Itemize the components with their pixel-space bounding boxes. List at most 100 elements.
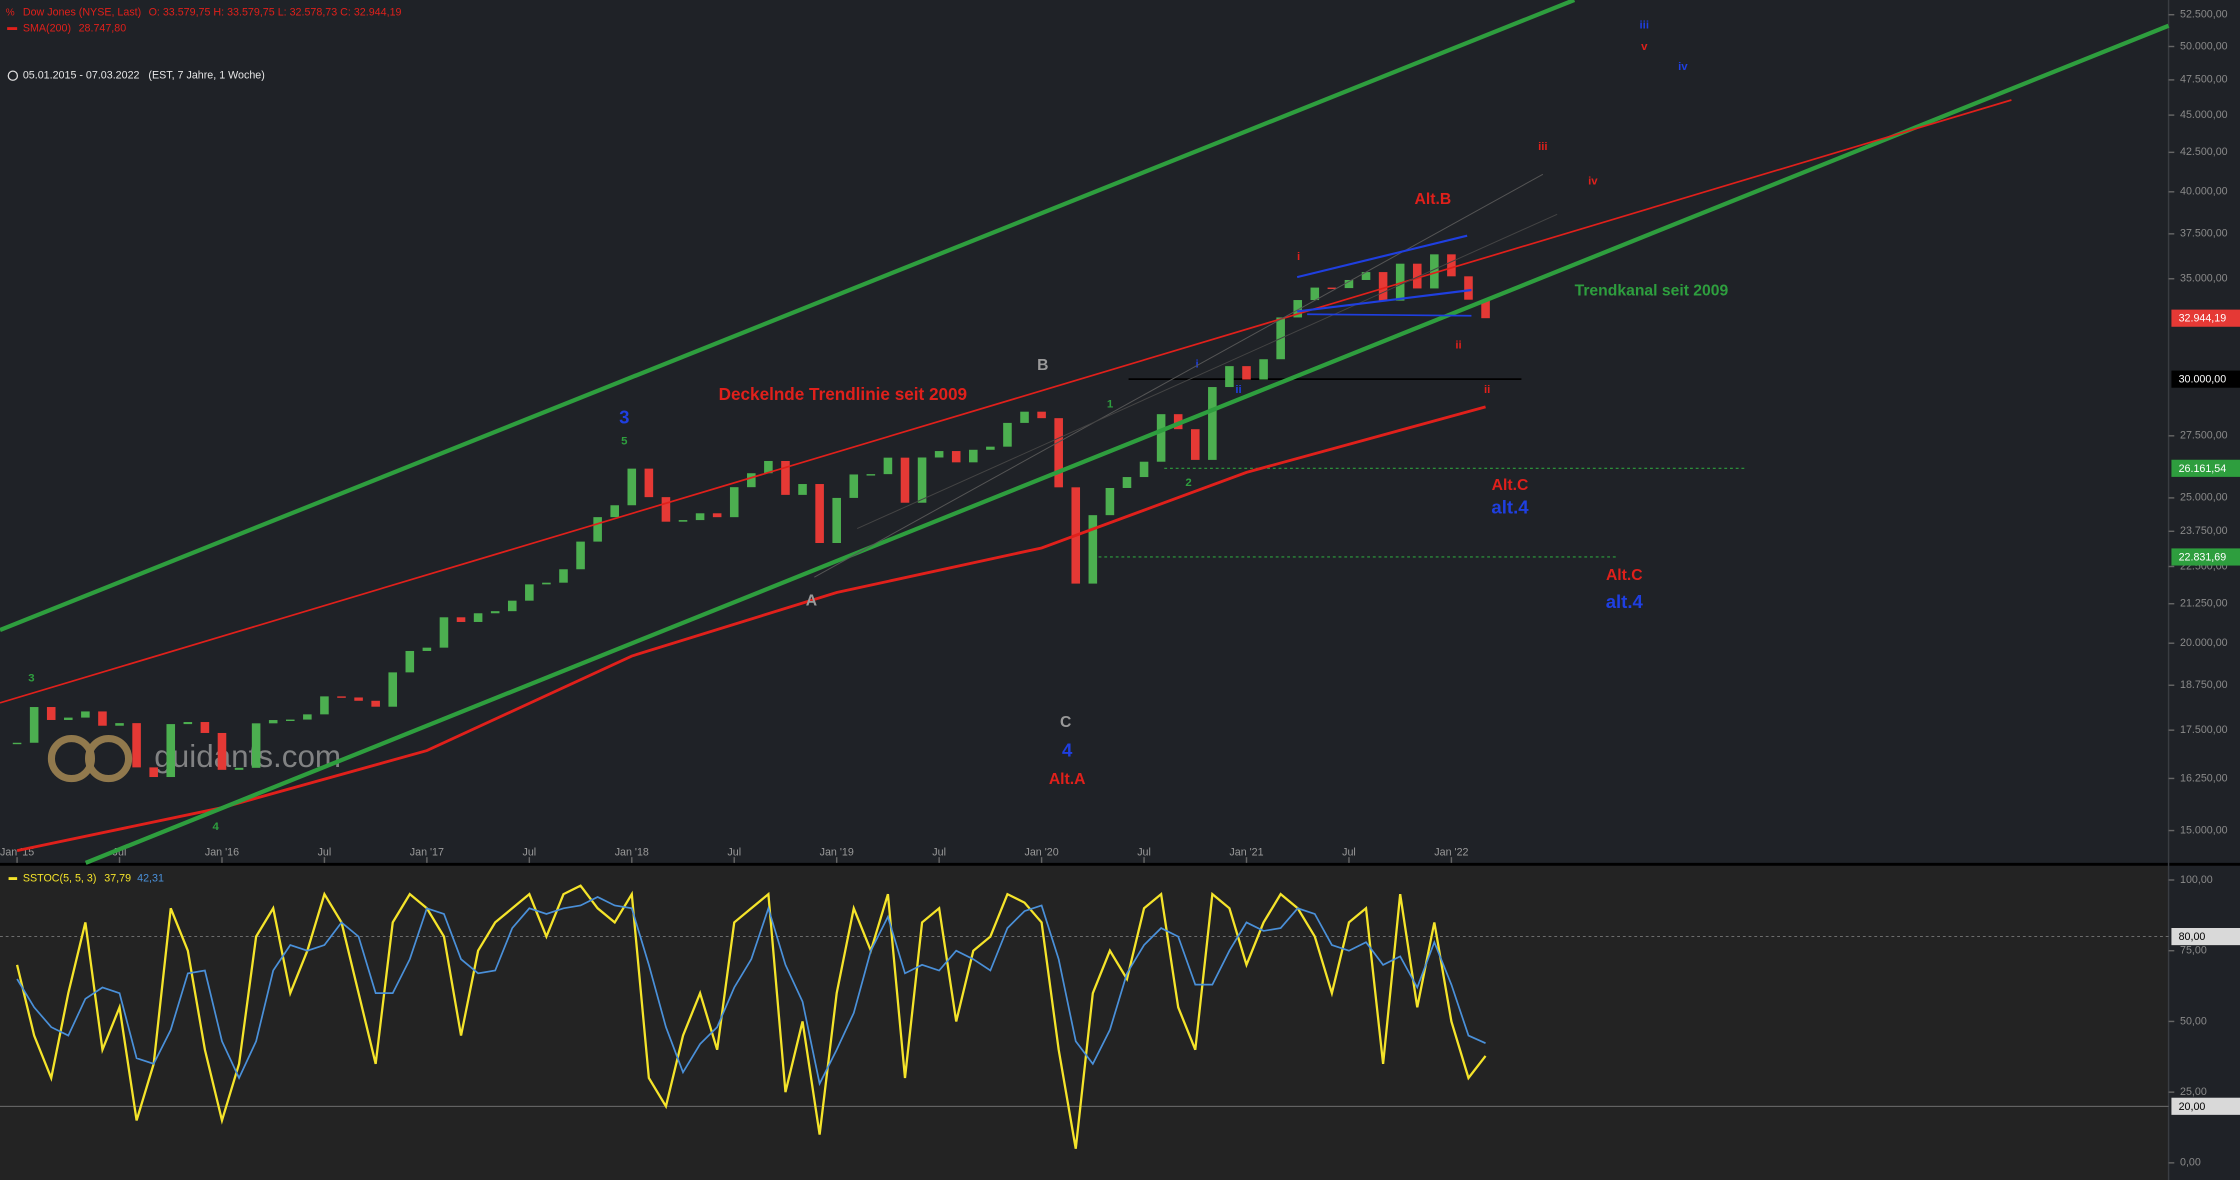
level-tag-label: 20,00	[2179, 1101, 2206, 1113]
candle	[64, 717, 73, 720]
candle	[729, 487, 739, 518]
price-tag	[2171, 370, 2240, 388]
candle	[576, 541, 585, 570]
wave-label: Alt.B	[1415, 191, 1452, 208]
oscillator-panel	[0, 865, 2169, 1180]
candle	[285, 719, 295, 722]
y-tick-label: 27.500,00	[2180, 430, 2228, 442]
helper-line	[814, 173, 1544, 578]
candle	[1293, 300, 1303, 318]
candle	[439, 617, 449, 648]
candle	[490, 611, 500, 614]
candle	[1037, 411, 1046, 419]
y-tick-label: 50.000,00	[2180, 40, 2228, 52]
x-tick-label: Jul	[318, 847, 332, 859]
y-tick-label: 25,00	[2180, 1086, 2207, 1098]
candle	[1310, 287, 1320, 301]
y-tick-label: 50,00	[2180, 1015, 2207, 1027]
main-panel	[0, 0, 2240, 863]
y-tick-label: 100,00	[2180, 874, 2213, 886]
wave-label: ii	[1455, 340, 1461, 352]
wave-label: i	[1196, 358, 1199, 370]
candle	[764, 460, 773, 474]
level-tag	[2171, 1097, 2240, 1115]
wave-label: ii	[1484, 384, 1490, 396]
candle	[1122, 477, 1132, 488]
price-tag	[2171, 459, 2240, 477]
x-tick-label: Jul	[1137, 847, 1151, 859]
y-tick-label: 20.000,00	[2180, 637, 2228, 649]
candle	[1481, 299, 1490, 319]
y-tick-label: 18.750,00	[2180, 679, 2228, 691]
header-icon: %	[6, 7, 15, 18]
candle	[1395, 263, 1405, 301]
candle	[1344, 279, 1354, 289]
y-tick-label: 75,00	[2180, 945, 2207, 957]
wave-label: Alt.C	[1606, 567, 1643, 584]
wedge-line	[1296, 234, 1468, 279]
watermark: guidants.com	[154, 739, 341, 774]
legend-value: 28.747,80	[79, 22, 127, 34]
candle	[1225, 366, 1234, 388]
price-tag-label: 30.000,00	[2179, 374, 2227, 386]
candle	[1208, 387, 1217, 460]
candle	[1242, 366, 1251, 380]
candle	[81, 711, 90, 718]
legend-entry: SSTOC(5, 5, 3)	[23, 872, 97, 884]
x-tick-label: Jul	[727, 847, 741, 859]
candle	[422, 647, 432, 651]
wave-label: 2	[1185, 477, 1191, 489]
y-tick-label: 45.000,00	[2180, 109, 2228, 121]
price-tag	[2171, 548, 2240, 566]
oscillator-axis	[2168, 865, 2240, 1180]
candle	[644, 468, 654, 498]
candle	[1020, 411, 1029, 423]
x-tick-label: Jan '20	[1025, 847, 1059, 859]
candle	[1105, 487, 1115, 516]
candle	[1412, 263, 1422, 289]
wave-label: 3	[619, 406, 629, 427]
candle	[1464, 276, 1473, 300]
candle	[934, 451, 944, 458]
candle	[1361, 272, 1371, 280]
candle	[303, 714, 312, 720]
wave-label: 3	[28, 673, 34, 685]
candle	[969, 449, 978, 463]
wave-label: C	[1060, 714, 1071, 731]
wave-label: iv	[1678, 61, 1688, 73]
candle	[866, 474, 876, 476]
price-tag-label: 32.944,19	[2179, 313, 2227, 325]
x-tick-label: Jan '17	[410, 847, 444, 859]
candle	[559, 569, 568, 583]
candle	[986, 446, 995, 450]
y-tick-label: 16.250,00	[2180, 772, 2228, 784]
wave-label: iii	[1538, 141, 1548, 153]
candle	[627, 468, 637, 506]
wave-label: ii	[1235, 384, 1241, 396]
candle	[371, 700, 380, 707]
candle	[883, 457, 893, 475]
candle	[849, 474, 859, 498]
candle	[149, 767, 158, 778]
level-tag-label: 80,00	[2179, 931, 2206, 943]
candle	[1054, 418, 1063, 488]
wave-label: A	[806, 593, 817, 610]
candle	[815, 484, 824, 543]
wave-label: 5	[621, 435, 628, 447]
y-tick-label: 47.500,00	[2180, 74, 2228, 86]
trend-drawings	[0, 0, 2170, 865]
sma-line	[16, 405, 1486, 853]
y-tick-label: 15.000,00	[2180, 824, 2228, 836]
x-tick-label: Jan '18	[615, 847, 649, 859]
candle	[183, 722, 193, 725]
candle	[388, 672, 398, 707]
level-tag	[2171, 927, 2240, 946]
y-tick-label: 23.750,00	[2180, 525, 2228, 537]
x-tick-label: Jan '22	[1434, 847, 1468, 859]
clock-icon	[7, 70, 19, 81]
wave-label: iv	[1588, 175, 1598, 187]
candle	[1327, 287, 1337, 290]
candle	[234, 767, 244, 770]
candle	[542, 582, 551, 585]
candle	[166, 724, 176, 778]
